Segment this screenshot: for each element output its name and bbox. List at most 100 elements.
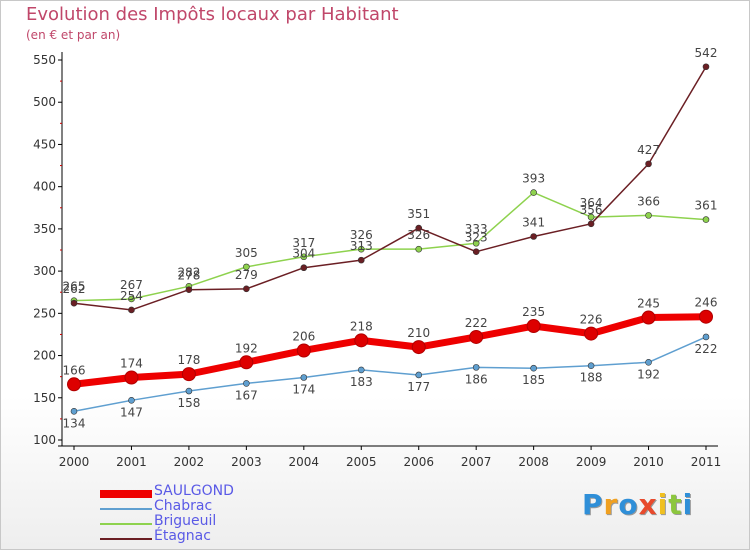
data-point [70, 299, 78, 307]
data-label: 245 [637, 297, 660, 311]
chart-subtitle: (en € et par an) [26, 28, 121, 42]
data-label: 167 [235, 388, 258, 402]
data-point [185, 387, 193, 395]
data-point [124, 370, 139, 385]
data-point [357, 366, 365, 374]
series-line [73, 66, 707, 311]
data-label: 235 [522, 305, 545, 319]
data-label: 313 [350, 239, 373, 253]
y-tick-label: 100 [33, 433, 56, 447]
data-label: 427 [637, 143, 660, 157]
data-label: 210 [407, 326, 430, 340]
data-label: 366 [637, 194, 660, 208]
data-label: 262 [63, 282, 86, 296]
x-tick-label: 2006 [403, 455, 434, 469]
legend-swatch [100, 538, 152, 540]
data-label: 364 [580, 196, 603, 210]
data-point [239, 355, 254, 370]
y-tick-label: 400 [33, 180, 56, 194]
series-line [73, 191, 707, 302]
data-point [699, 309, 713, 324]
data-point [530, 364, 537, 372]
data-point [702, 216, 710, 223]
y-tick-label: 500 [33, 95, 56, 109]
x-tick-label: 2005 [346, 455, 377, 469]
data-point [300, 253, 308, 261]
y-tick-label: 250 [33, 306, 56, 320]
data-label: 188 [580, 371, 603, 385]
data-point [472, 239, 480, 247]
data-point [128, 295, 135, 303]
data-label: 393 [522, 172, 545, 186]
data-point [70, 407, 78, 415]
data-label: 356 [580, 203, 603, 217]
data-label: 326 [350, 228, 373, 242]
data-point [645, 160, 652, 168]
data-label: 147 [120, 405, 143, 419]
data-label: 341 [522, 215, 545, 229]
data-label: 361 [695, 199, 718, 213]
data-label: 265 [63, 280, 86, 294]
x-tick-label: 2011 [691, 455, 722, 469]
data-point [354, 333, 369, 348]
data-point [243, 285, 250, 293]
data-label: 186 [465, 372, 488, 386]
data-point [641, 310, 656, 325]
data-point [530, 233, 537, 240]
legend-swatch [100, 508, 152, 510]
data-point [300, 264, 308, 272]
data-point [67, 377, 81, 392]
data-point [530, 189, 537, 196]
data-label: 279 [235, 268, 258, 282]
data-label: 134 [63, 416, 86, 430]
x-tick-label: 2010 [633, 455, 664, 469]
data-point [300, 374, 308, 381]
data-point [128, 306, 135, 314]
data-point [472, 364, 480, 371]
data-point [645, 359, 652, 366]
data-point [587, 362, 595, 369]
data-label: 192 [235, 341, 258, 355]
x-tick-label: 2002 [174, 455, 205, 469]
data-point [415, 245, 423, 253]
data-point [185, 286, 193, 293]
legend-label: Étagnac [154, 528, 211, 544]
series-line [73, 336, 707, 413]
data-point [357, 245, 365, 253]
data-point [411, 340, 426, 355]
proxiti-logo: Proxiti [582, 488, 694, 521]
data-label: 174 [292, 383, 315, 397]
data-label: 351 [407, 207, 430, 221]
data-label: 218 [350, 319, 373, 333]
data-point [357, 256, 365, 264]
data-label: 158 [177, 396, 200, 410]
data-point [415, 371, 423, 379]
data-point [587, 220, 595, 228]
x-tick-label: 2009 [576, 455, 607, 469]
data-label: 305 [235, 246, 258, 260]
data-label: 185 [522, 373, 545, 387]
legend-swatch [100, 490, 152, 498]
chart-title: Evolution des Impôts locaux par Habitant [26, 4, 399, 25]
data-label: 304 [292, 247, 315, 261]
data-point [181, 367, 196, 382]
data-label: 246 [695, 296, 718, 310]
data-label: 222 [465, 316, 488, 330]
data-label: 166 [63, 363, 86, 377]
x-tick-label: 2000 [59, 455, 90, 469]
data-label: 177 [407, 380, 430, 394]
data-label: 206 [292, 329, 315, 343]
y-tick-label: 300 [33, 264, 56, 278]
data-point [128, 397, 135, 404]
y-tick-label: 550 [33, 53, 56, 67]
data-label: 278 [177, 269, 200, 283]
data-point [702, 63, 710, 71]
series-line [70, 313, 710, 388]
data-label: 183 [350, 375, 373, 389]
data-point [702, 333, 710, 341]
legend-swatch [100, 523, 152, 525]
y-tick-label: 200 [33, 349, 56, 363]
data-label: 333 [465, 222, 488, 236]
data-point [296, 343, 311, 358]
